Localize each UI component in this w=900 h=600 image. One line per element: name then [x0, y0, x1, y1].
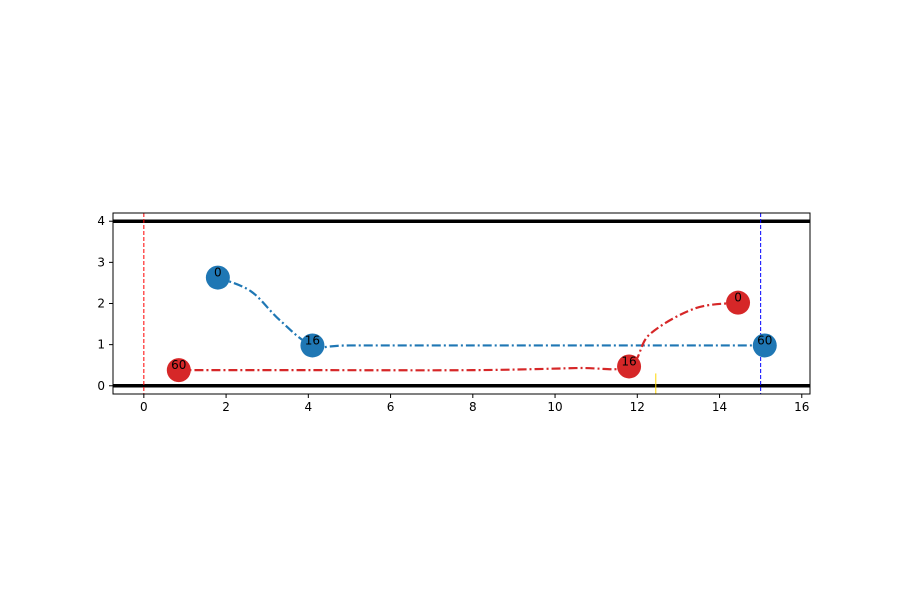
series-1-point-label-2: 60 — [757, 333, 772, 347]
x-tick-label-6: 6 — [387, 400, 395, 414]
series-1-point-1 — [300, 333, 325, 358]
x-axis: 0 2 4 6 8 10 12 14 16 — [140, 394, 809, 414]
x-tick-label-2: 2 — [222, 400, 230, 414]
series-1-path — [217, 276, 765, 349]
series-2-point-label-0: 0 — [734, 291, 742, 305]
x-tick-label-12: 12 — [630, 400, 645, 414]
series-1-point-label-1: 16 — [305, 333, 320, 347]
y-tick-label-3: 3 — [97, 255, 105, 269]
x-tick-label-16: 16 — [794, 400, 809, 414]
x-tick-label-8: 8 — [469, 400, 477, 414]
y-tick-label-1: 1 — [97, 338, 105, 352]
series-2-point-label-2: 60 — [171, 358, 186, 372]
y-axis: 0 1 2 3 4 — [97, 214, 113, 393]
series-layer: 0 16 60 0 16 60 — [166, 265, 777, 383]
y-tick-label-0: 0 — [97, 379, 105, 393]
x-tick-label-10: 10 — [547, 400, 562, 414]
series-1-point-label-0: 0 — [214, 266, 222, 280]
y-tick-label-2: 2 — [97, 297, 105, 311]
boundary-lines — [113, 213, 810, 394]
plot-area — [113, 213, 810, 394]
series-1-point-2 — [752, 333, 777, 358]
y-tick-label-4: 4 — [97, 214, 105, 228]
x-tick-label-14: 14 — [712, 400, 727, 414]
series-2-point-2 — [166, 358, 191, 383]
series-2-point-1 — [617, 354, 642, 379]
x-tick-label-4: 4 — [305, 400, 313, 414]
x-tick-label-0: 0 — [140, 400, 148, 414]
series-2-point-label-1: 16 — [621, 354, 636, 368]
series-1-point-0 — [205, 265, 230, 290]
series-2-path — [178, 301, 739, 372]
series-2-point-0 — [726, 290, 751, 315]
